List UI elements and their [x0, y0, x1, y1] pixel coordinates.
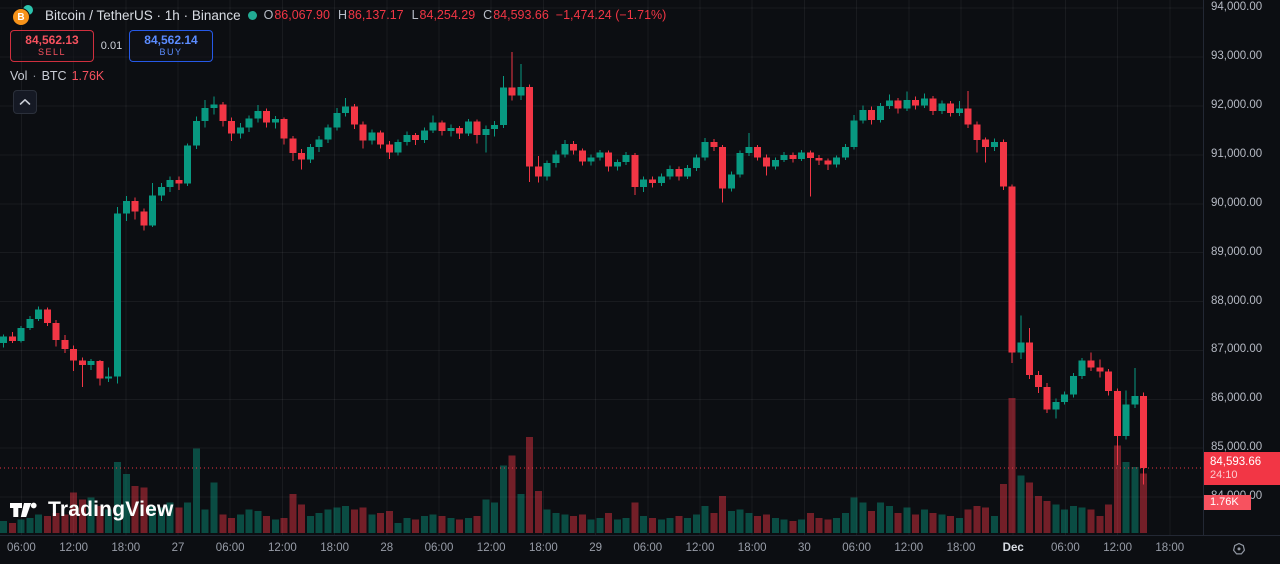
volume-label: Vol: [10, 69, 28, 83]
sell-price: 84,562.13: [25, 33, 79, 47]
bar-countdown: 24:10: [1210, 469, 1238, 482]
current-price-value: 84,593.66: [1210, 456, 1262, 469]
symbol-header: B Bitcoin / TetherUS · 1h · Binance O86,…: [10, 5, 667, 26]
time-tick-label: 12:00: [476, 542, 506, 554]
time-tick-label: Dec: [1002, 542, 1024, 554]
symbol-title[interactable]: Bitcoin / TetherUS · 1h · Binance: [45, 7, 241, 23]
candles: [0, 52, 1148, 485]
current-price-badge: 84,593.66 24:10: [1204, 452, 1280, 486]
time-tick-label: 12:00: [894, 542, 924, 554]
time-axis[interactable]: 06:00 12:00 18:00 27 06:00 12:00 18:00 28 06:00 1…: [0, 536, 1280, 564]
time-tick-label: 18:00: [737, 542, 767, 554]
pair-icon: B: [10, 5, 38, 26]
price-tick-label: 87,000.00: [1211, 343, 1263, 356]
sell-button[interactable]: 84,562.13 SELL: [10, 30, 94, 62]
time-tick-label: 18:00: [946, 542, 976, 554]
watermark-text: TradingView: [48, 498, 174, 521]
volume-unit: BTC: [41, 69, 67, 83]
price-change: −1,474.24 (−1.71%): [555, 8, 667, 22]
time-tick-label: 12:00: [685, 542, 715, 554]
high-key: H: [337, 8, 347, 22]
price-tick-label: 92,000.00: [1211, 98, 1263, 111]
price-axis-separator: [1203, 0, 1204, 535]
price-tick-label: 94,000.00: [1211, 1, 1263, 14]
high-value: 86,137.17: [347, 8, 404, 22]
time-axis-separator: [0, 535, 1280, 536]
tradingview-logo-icon: [10, 502, 37, 517]
buy-button[interactable]: 84,562.14 BUY: [129, 30, 213, 62]
tether-coin-icon: [23, 5, 33, 15]
price-tick-label: 89,000.00: [1211, 245, 1263, 258]
time-tick-label: 06:00: [424, 542, 454, 554]
low-value: 84,254.29: [419, 8, 476, 22]
sell-label: SELL: [37, 47, 67, 57]
time-tick-label: 06:00: [215, 542, 245, 554]
price-tick-label: 93,000.00: [1211, 50, 1263, 63]
price-tick-label: 86,000.00: [1211, 392, 1263, 405]
buy-price: 84,562.14: [144, 33, 198, 47]
time-tick-label: 12:00: [268, 542, 297, 554]
time-tick-label: 12:00: [1103, 542, 1132, 554]
buy-label: BUY: [159, 47, 183, 57]
ohlc-readout: O86,067.90 H86,137.17 L84,254.29 C84,593…: [264, 8, 549, 22]
price-tick-label: 85,000.00: [1211, 441, 1263, 454]
grid-lines: [0, 0, 1203, 535]
time-tick-label: 18:00: [111, 542, 141, 554]
axis-settings-gear-icon[interactable]: [1231, 541, 1247, 557]
low-key: L: [411, 8, 419, 22]
volume-legend[interactable]: Vol · BTC 1.76K: [10, 69, 104, 83]
time-tick-label: 18:00: [529, 542, 558, 554]
time-tick-label: 06:00: [1051, 542, 1080, 554]
trade-panel: 84,562.13 SELL 0.01 84,562.14 BUY: [10, 30, 213, 62]
bitcoin-coin-icon: B: [12, 8, 30, 26]
close-key: C: [483, 8, 493, 22]
price-tick-label: 91,000.00: [1211, 147, 1263, 160]
time-tick-label: 18:00: [320, 542, 349, 554]
time-tick-label: 29: [589, 542, 602, 554]
price-tick-label: 90,000.00: [1211, 196, 1263, 209]
tradingview-watermark: TradingView: [9, 498, 174, 522]
spread-value: 0.01: [100, 40, 123, 52]
time-tick-label: 12:00: [59, 542, 88, 554]
price-tick-label: 88,000.00: [1211, 294, 1263, 307]
price-axis[interactable]: 84,000.0085,000.0086,000.0087,000.0088,0…: [1204, 0, 1280, 535]
volume-bars: [0, 398, 1148, 534]
time-tick-label: 06:00: [842, 542, 871, 554]
volume-value: 1.76K: [71, 69, 105, 83]
time-tick-label: 27: [171, 542, 185, 554]
time-tick-label: 06:00: [633, 542, 663, 554]
current-volume-badge: 1.76K: [1204, 495, 1251, 510]
separator-dot: ·: [32, 69, 37, 83]
collapse-legend-button[interactable]: [13, 90, 37, 114]
close-value: 84,593.66: [493, 8, 549, 22]
time-tick-label: 06:00: [7, 542, 36, 554]
chevron-up-icon: [19, 98, 31, 105]
open-key: O: [263, 8, 274, 22]
market-open-dot-icon: [247, 10, 257, 20]
time-tick-label: 18:00: [1155, 542, 1185, 554]
time-tick-label: 28: [380, 542, 394, 554]
time-tick-label: 30: [797, 542, 811, 554]
open-value: 86,067.90: [274, 8, 330, 22]
